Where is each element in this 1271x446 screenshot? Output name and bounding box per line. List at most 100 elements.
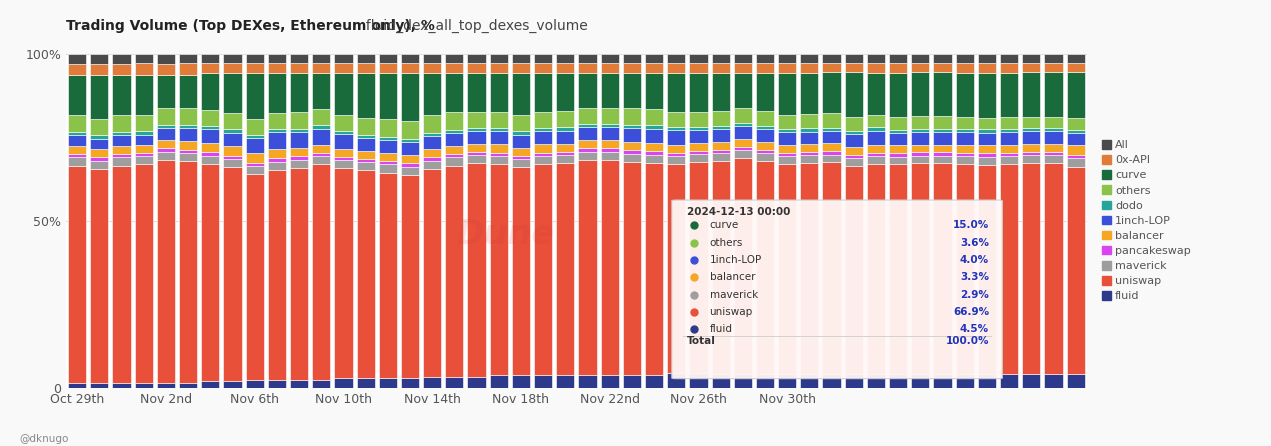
Bar bbox=[557, 155, 574, 163]
Bar bbox=[778, 374, 796, 388]
Bar bbox=[90, 169, 108, 383]
Bar bbox=[601, 160, 619, 375]
Bar bbox=[224, 129, 241, 132]
Bar bbox=[400, 167, 419, 175]
Bar bbox=[313, 380, 330, 388]
Bar bbox=[667, 63, 685, 73]
Bar bbox=[1000, 156, 1018, 164]
Bar bbox=[512, 132, 530, 135]
Bar bbox=[578, 63, 596, 73]
Bar bbox=[201, 129, 220, 143]
Text: 1inch-LOP: 1inch-LOP bbox=[709, 255, 761, 265]
Bar bbox=[689, 54, 708, 63]
Bar bbox=[90, 119, 108, 136]
Bar bbox=[468, 152, 486, 155]
Bar bbox=[224, 113, 241, 129]
Bar bbox=[290, 380, 308, 388]
Bar bbox=[801, 152, 819, 156]
Bar bbox=[313, 73, 330, 109]
Bar bbox=[224, 167, 241, 381]
Bar bbox=[956, 73, 974, 117]
Bar bbox=[135, 132, 153, 135]
Bar bbox=[644, 155, 663, 163]
Bar bbox=[489, 153, 508, 156]
Bar bbox=[112, 157, 131, 165]
Bar bbox=[468, 144, 486, 152]
Bar bbox=[290, 73, 308, 112]
Bar bbox=[534, 73, 552, 112]
Text: curve: curve bbox=[709, 220, 738, 230]
Bar bbox=[644, 54, 663, 63]
Bar bbox=[977, 132, 996, 145]
Bar bbox=[357, 151, 375, 159]
Bar bbox=[112, 154, 131, 157]
Bar bbox=[400, 163, 419, 167]
Bar bbox=[911, 129, 929, 132]
Bar bbox=[245, 380, 264, 388]
Bar bbox=[1000, 164, 1018, 374]
Bar bbox=[179, 75, 197, 108]
Bar bbox=[1045, 128, 1063, 131]
Bar bbox=[357, 135, 375, 138]
Bar bbox=[977, 73, 996, 118]
Bar bbox=[689, 154, 708, 162]
Bar bbox=[845, 131, 863, 134]
Bar bbox=[379, 378, 397, 388]
Bar bbox=[557, 152, 574, 155]
Bar bbox=[135, 165, 153, 383]
Bar bbox=[888, 153, 907, 157]
Bar bbox=[1022, 116, 1041, 128]
Bar bbox=[135, 63, 153, 75]
Bar bbox=[1066, 374, 1084, 388]
Bar bbox=[468, 63, 486, 73]
Bar bbox=[135, 145, 153, 153]
Bar bbox=[245, 153, 264, 163]
Bar bbox=[90, 139, 108, 149]
Bar bbox=[201, 381, 220, 388]
Bar bbox=[888, 54, 907, 63]
Bar bbox=[112, 165, 131, 383]
Bar bbox=[423, 149, 441, 157]
Text: maverick: maverick bbox=[709, 290, 758, 300]
Bar bbox=[112, 132, 131, 136]
Bar bbox=[1045, 152, 1063, 155]
Bar bbox=[156, 75, 175, 108]
Bar bbox=[224, 156, 241, 159]
Bar bbox=[1022, 155, 1041, 163]
Bar bbox=[911, 116, 929, 129]
Bar bbox=[623, 128, 641, 142]
Bar bbox=[888, 165, 907, 374]
Bar bbox=[512, 54, 530, 63]
Bar bbox=[667, 112, 685, 127]
Bar bbox=[911, 72, 929, 116]
Bar bbox=[69, 132, 86, 136]
Bar bbox=[135, 156, 153, 165]
Bar bbox=[712, 73, 730, 112]
Bar bbox=[334, 54, 352, 63]
Bar bbox=[468, 128, 486, 131]
Bar bbox=[290, 128, 308, 132]
Bar bbox=[801, 374, 819, 388]
Bar bbox=[423, 115, 441, 133]
Bar bbox=[90, 54, 108, 63]
Bar bbox=[1000, 153, 1018, 156]
Bar bbox=[801, 145, 819, 152]
Bar bbox=[888, 73, 907, 117]
Bar bbox=[956, 164, 974, 374]
Bar bbox=[468, 163, 486, 377]
Bar bbox=[977, 374, 996, 388]
Bar bbox=[888, 63, 907, 73]
Bar bbox=[512, 375, 530, 388]
Bar bbox=[179, 149, 197, 153]
Bar bbox=[313, 145, 330, 153]
Bar bbox=[977, 118, 996, 129]
Bar bbox=[268, 162, 286, 170]
Bar bbox=[445, 154, 464, 157]
Bar bbox=[822, 54, 840, 63]
Bar bbox=[313, 125, 330, 128]
Bar bbox=[601, 152, 619, 160]
Bar bbox=[90, 383, 108, 388]
Bar bbox=[489, 375, 508, 388]
Text: 15.0%: 15.0% bbox=[953, 220, 989, 230]
Bar bbox=[733, 158, 752, 374]
